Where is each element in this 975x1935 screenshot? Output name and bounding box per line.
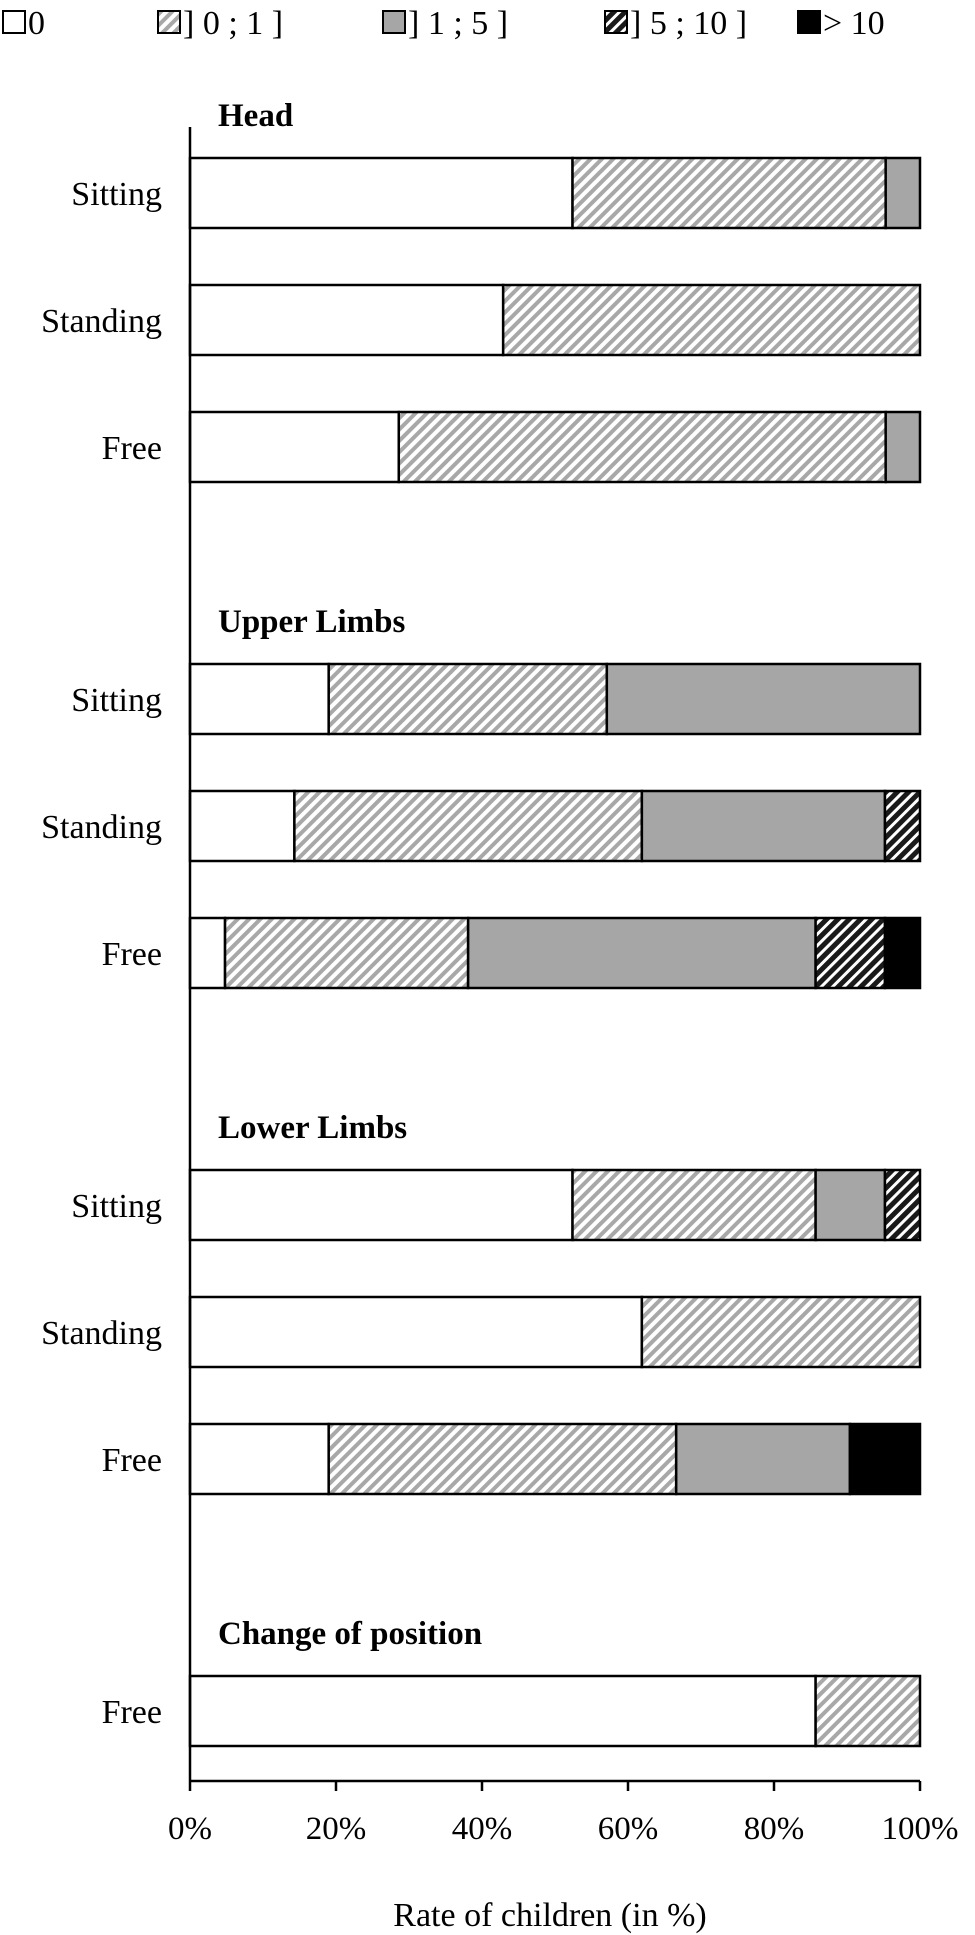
bar-segment: [188, 1422, 330, 1496]
bar-segment: [501, 283, 922, 357]
x-tick-label: 0%: [168, 1811, 212, 1847]
x-tick-label: 40%: [452, 1811, 513, 1847]
legend-item: ] 1 ; 5 ]: [382, 5, 508, 42]
bar-segment: [188, 1674, 817, 1748]
group-title: Lower Limbs: [218, 1110, 407, 1146]
bar-segment: [188, 1295, 644, 1369]
legend-item: > 10: [797, 5, 885, 42]
bar-segment: [814, 916, 887, 990]
bar-segment: [674, 1422, 852, 1496]
bar-segment: [884, 156, 922, 230]
bar-segment: [640, 1295, 922, 1369]
category-label: Free: [102, 1442, 162, 1479]
legend-swatch: [604, 10, 628, 34]
bar-row: Sitting: [71, 156, 922, 230]
category-label: Sitting: [71, 176, 162, 213]
legend-label: 0: [28, 5, 45, 42]
bar-segment: [223, 916, 470, 990]
bar-segment: [571, 156, 887, 230]
legend-swatch: [382, 10, 406, 34]
bar-row: Free: [102, 410, 922, 484]
x-axis-title: Rate of children (in %): [393, 1897, 706, 1934]
category-label: Sitting: [71, 682, 162, 719]
legend-label: ] 0 ; 1 ]: [183, 5, 283, 42]
bar-segment: [883, 789, 922, 863]
category-label: Free: [102, 1694, 162, 1731]
bar-segment: [466, 916, 817, 990]
x-tick-label: 20%: [306, 1811, 367, 1847]
group-title: Upper Limbs: [218, 604, 406, 640]
bar-row: Standing: [41, 283, 922, 357]
bar-group: Upper Limbs Sitting Standing Free: [41, 604, 922, 990]
category-label: Standing: [41, 303, 162, 340]
bar-segment: [884, 410, 922, 484]
x-tick-label: 100%: [882, 1811, 959, 1847]
bar-segment: [188, 1168, 574, 1242]
legend: 0 ] 0 ; 1 ] ] 1 ; 5 ] ] 5 ; 10 ] > 10: [2, 5, 885, 42]
bar-segment: [327, 662, 609, 736]
bar-row: Free: [102, 1674, 922, 1748]
category-label: Free: [102, 936, 162, 973]
x-tick-label: 80%: [744, 1811, 805, 1847]
category-label: Standing: [41, 809, 162, 846]
bar-group: Lower Limbs Sitting Standing Free: [41, 1110, 922, 1496]
bar-segment: [188, 789, 296, 863]
bar-segment: [814, 1674, 922, 1748]
legend-item: ] 0 ; 1 ]: [157, 5, 283, 42]
bar-row: Sitting: [71, 1168, 922, 1242]
bar-segment: [188, 662, 330, 736]
bar-segment: [188, 916, 227, 990]
bar-segment: [883, 1168, 922, 1242]
bar-segment: [571, 1168, 817, 1242]
legend-label: ] 1 ; 5 ]: [408, 5, 508, 42]
bar-segment: [293, 789, 644, 863]
legend-label: ] 5 ; 10 ]: [630, 5, 747, 42]
legend-swatch: [2, 10, 26, 34]
bar-segment: [188, 156, 574, 230]
category-label: Free: [102, 430, 162, 467]
bar-segment: [188, 283, 505, 357]
category-label: Sitting: [71, 1188, 162, 1225]
bar-segment: [605, 662, 922, 736]
bar-group: Head Sitting Standing Free: [41, 98, 922, 484]
bar-row: Sitting: [71, 662, 922, 736]
bar-segment: [883, 916, 922, 990]
group-title: Change of position: [218, 1616, 482, 1652]
group-title: Head: [218, 98, 293, 134]
bar-segment: [397, 410, 887, 484]
legend-label: > 10: [823, 5, 885, 42]
bar-row: Standing: [41, 789, 922, 863]
legend-item: 0: [2, 5, 45, 42]
bar-segment: [814, 1168, 887, 1242]
x-axis: 0% 20% 40% 60% 80% 100% Rate of children (in %…: [168, 127, 959, 1934]
bar-groups: Head Sitting Standing Free Upper Limbs Sittin…: [41, 98, 922, 1748]
category-label: Standing: [41, 1315, 162, 1352]
bar-group: Change of position Free: [102, 1616, 922, 1748]
x-tick-label: 60%: [598, 1811, 659, 1847]
bar-segment: [327, 1422, 678, 1496]
bar-segment: [640, 789, 887, 863]
legend-item: ] 5 ; 10 ]: [604, 5, 747, 42]
legend-swatch: [157, 10, 181, 34]
bar-segment: [848, 1422, 922, 1496]
bar-row: Free: [102, 916, 922, 990]
legend-swatch: [797, 10, 821, 34]
bar-segment: [188, 410, 401, 484]
bar-row: Standing: [41, 1295, 922, 1369]
bar-row: Free: [102, 1422, 922, 1496]
